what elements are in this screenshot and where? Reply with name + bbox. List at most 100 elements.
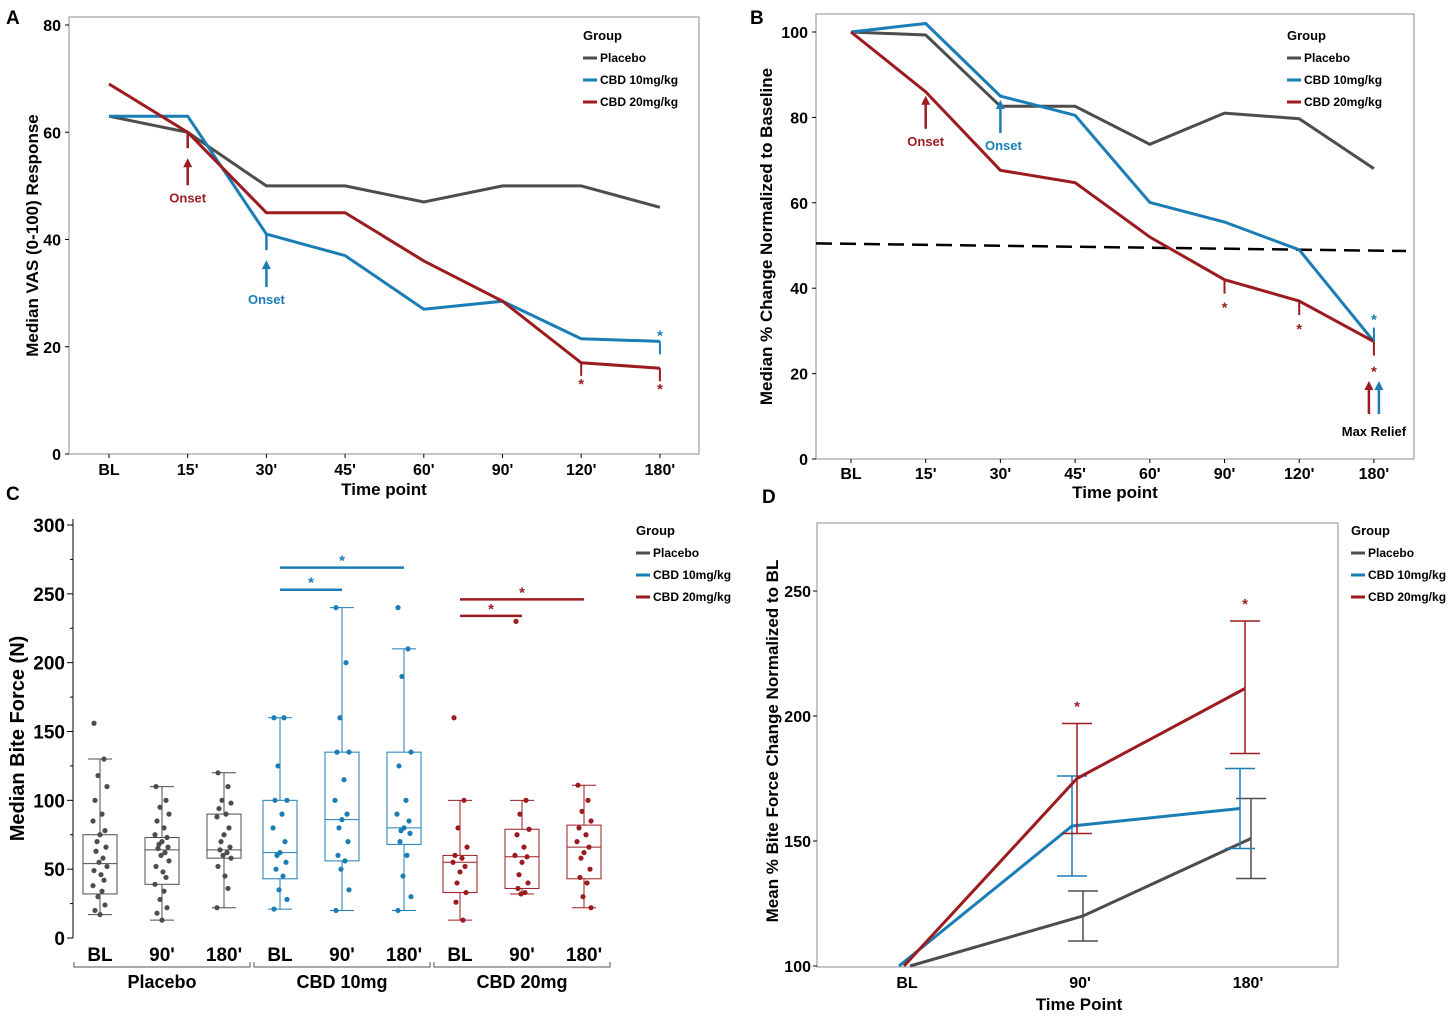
- data-point: [154, 818, 160, 824]
- panel-letter-b: B: [750, 8, 764, 29]
- box-iqr: [386, 751, 422, 845]
- onset-arrow-head: [995, 100, 1005, 110]
- data-point: [453, 899, 459, 905]
- threshold-line: [815, 242, 1407, 253]
- data-point: [161, 825, 167, 831]
- group-label: CBD 20mg: [476, 972, 567, 992]
- max-relief-label: Max Relief: [1342, 424, 1407, 439]
- x-tick-label: 180': [206, 945, 242, 966]
- data-point: [102, 828, 108, 834]
- legend-label: Placebo: [1368, 546, 1414, 560]
- legend-label: CBD 20mg/kg: [1304, 95, 1382, 109]
- data-point: [100, 855, 106, 861]
- data-point: [404, 852, 410, 859]
- y-tick-label: 40: [43, 233, 61, 250]
- data-point: [225, 885, 231, 892]
- data-point: [164, 834, 170, 841]
- series-line: [108, 82, 661, 370]
- data-point: [90, 818, 96, 824]
- data-point: [276, 887, 282, 893]
- data-point: [225, 783, 231, 790]
- data-point: [217, 847, 223, 853]
- onset-arrow-head: [921, 95, 931, 105]
- box-iqr: [324, 751, 360, 862]
- panel-letter-d: D: [762, 487, 776, 508]
- data-point: [343, 660, 349, 666]
- data-point: [164, 905, 170, 911]
- data-point: [588, 905, 594, 911]
- y-axis-title: Median VAS (0-100) Response: [23, 114, 42, 356]
- data-point: [165, 844, 171, 850]
- sig-star: *: [339, 553, 345, 570]
- panel-d: D 100 150 200 250 BL 90' 180' Time Point Mean % B…: [762, 487, 1446, 1014]
- data-point: [461, 797, 467, 803]
- data-point: [153, 863, 159, 870]
- data-point: [101, 877, 107, 883]
- data-point: [588, 818, 594, 824]
- legend-title: Group: [636, 523, 675, 538]
- data-point: [156, 841, 162, 847]
- data-point: [284, 896, 290, 903]
- y-tick-label: 40: [790, 281, 808, 298]
- sig-star: *: [1371, 364, 1377, 381]
- data-point: [574, 839, 580, 845]
- sig-star: *: [488, 601, 494, 618]
- data-point: [460, 917, 466, 923]
- x-tick-label: 45': [1064, 466, 1086, 483]
- data-point: [521, 844, 527, 850]
- data-point: [405, 646, 411, 652]
- data-point: [342, 858, 348, 864]
- data-point: [104, 863, 110, 870]
- series-line: [108, 114, 661, 209]
- data-point: [155, 845, 161, 852]
- data-point: [406, 818, 412, 824]
- sig-star: *: [657, 327, 663, 344]
- data-point: [457, 869, 463, 875]
- x-tick-label: 30': [256, 462, 278, 479]
- x-tick-label: 45': [334, 462, 356, 479]
- data-point: [282, 839, 288, 845]
- data-point: [450, 859, 456, 865]
- plot-frame: [68, 16, 700, 455]
- x-tick-label: BL: [87, 945, 113, 966]
- data-point: [157, 804, 163, 810]
- legend-label: Placebo: [1304, 51, 1350, 65]
- x-tick-label: BL: [447, 945, 473, 966]
- x-tick-label: 15': [915, 466, 937, 483]
- data-point: [408, 749, 414, 755]
- data-point: [215, 770, 221, 776]
- series-line: [898, 807, 1241, 968]
- data-point: [334, 749, 340, 755]
- data-point: [154, 910, 160, 916]
- data-point: [395, 605, 401, 611]
- data-point: [454, 880, 460, 886]
- x-tick-label: BL: [267, 945, 293, 966]
- onset-label: Onset: [248, 292, 286, 307]
- data-point: [95, 894, 101, 900]
- data-point: [580, 894, 586, 900]
- sig-star: *: [1371, 312, 1377, 329]
- data-point: [221, 832, 227, 838]
- data-point: [583, 832, 589, 838]
- max-relief-arrow-20-head: [1364, 381, 1374, 390]
- data-point: [336, 825, 342, 831]
- x-tick-label: 90': [1214, 466, 1236, 483]
- data-point: [575, 782, 581, 788]
- y-tick-label: 150: [33, 723, 65, 744]
- data-point: [346, 887, 352, 893]
- data-point: [577, 874, 583, 881]
- y-axis-title: Median Bite Force (N): [7, 636, 29, 842]
- plot-frame: [815, 13, 1415, 460]
- x-tick-label: 120': [566, 462, 597, 479]
- data-point: [395, 907, 401, 914]
- y-tick-label: 0: [54, 929, 65, 950]
- data-point: [526, 826, 532, 832]
- box-iqr: [566, 824, 602, 880]
- x-tick-label: 90': [509, 945, 535, 966]
- x-tick-label: 60': [413, 462, 435, 479]
- data-point: [455, 825, 461, 831]
- onset-label: Onset: [985, 138, 1023, 153]
- data-point: [152, 881, 158, 887]
- legend-d: Group Placebo CBD 10mg/kg CBD 20mg/kg: [1351, 523, 1446, 604]
